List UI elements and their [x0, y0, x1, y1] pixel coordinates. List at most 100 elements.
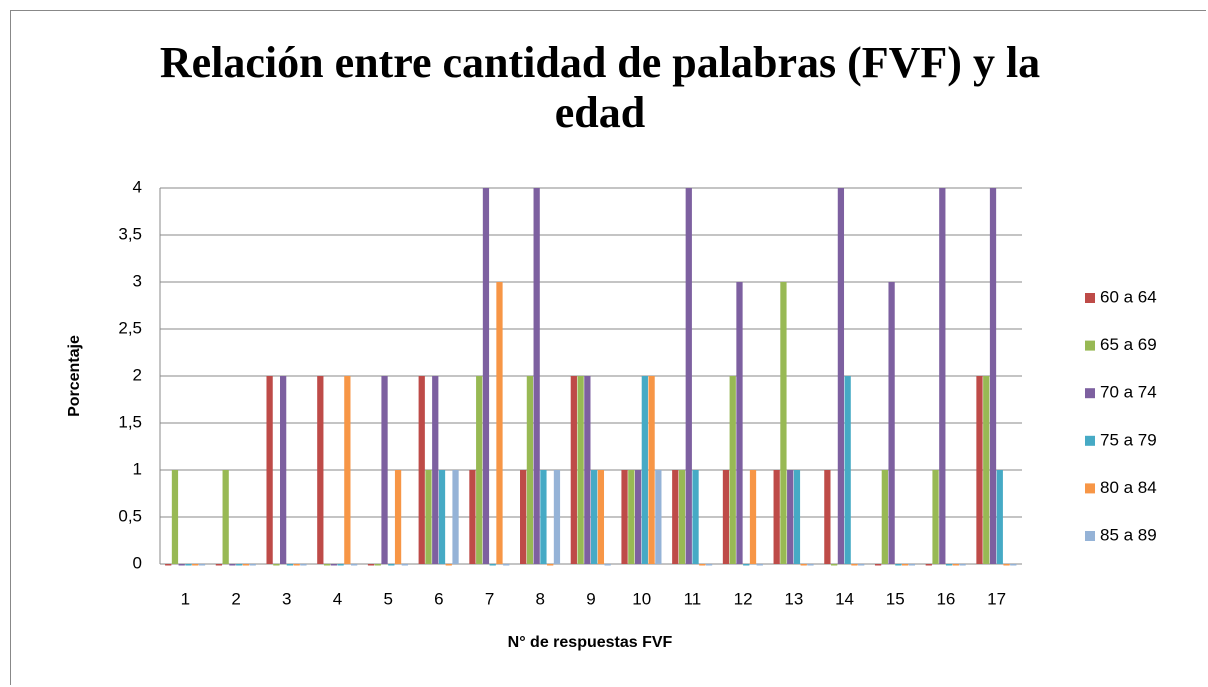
- bar: [171, 470, 179, 564]
- bar: [837, 188, 845, 564]
- bar: [526, 376, 534, 564]
- x-tick-label: 2: [231, 589, 240, 608]
- bar: [655, 470, 662, 564]
- x-tick-label: 3: [282, 589, 291, 608]
- bar: [178, 564, 185, 566]
- bar: [983, 376, 990, 564]
- x-tick-label: 4: [333, 589, 342, 608]
- bar: [621, 470, 628, 564]
- y-tick-label: 1: [133, 459, 142, 478]
- bar: [597, 470, 605, 564]
- bar: [729, 376, 736, 564]
- x-tick-label: 9: [586, 589, 595, 608]
- x-tick-label: 12: [734, 589, 753, 608]
- bar: [266, 376, 273, 564]
- bar: [222, 470, 229, 564]
- bar: [851, 564, 858, 566]
- bar: [844, 376, 851, 564]
- bar: [685, 188, 692, 564]
- bar: [807, 564, 814, 566]
- legend-swatch: [1085, 531, 1095, 541]
- x-tick-label: 7: [485, 589, 494, 608]
- bar: [641, 376, 648, 564]
- x-tick-label: 17: [987, 589, 1006, 608]
- bar: [831, 564, 838, 566]
- bar: [553, 470, 561, 564]
- bar: [678, 470, 686, 564]
- bar: [273, 564, 280, 566]
- bar: [165, 564, 172, 566]
- legend-swatch: [1085, 293, 1095, 303]
- y-tick-label: 2,5: [118, 318, 142, 337]
- legend-label: 85 a 89: [1100, 525, 1157, 544]
- bar: [229, 564, 236, 566]
- bar: [570, 376, 577, 564]
- bar: [344, 376, 351, 564]
- bar: [591, 470, 598, 564]
- bar: [634, 470, 642, 564]
- bar: [787, 470, 794, 564]
- bar: [533, 188, 540, 564]
- y-tick-label: 2: [133, 365, 142, 384]
- bar: [901, 564, 909, 566]
- bar: [976, 376, 983, 564]
- bar: [895, 564, 902, 566]
- y-tick-label: 3: [133, 271, 142, 290]
- bar: [215, 564, 223, 566]
- bar: [469, 470, 476, 564]
- bar: [198, 564, 206, 566]
- bar: [881, 470, 888, 564]
- bar: [722, 470, 730, 564]
- bar: [743, 564, 750, 566]
- y-tick-label: 0: [133, 553, 142, 572]
- bar: [939, 188, 946, 564]
- bar: [692, 470, 699, 564]
- x-tick-label: 14: [835, 589, 854, 608]
- bar: [330, 564, 337, 566]
- bar: [482, 188, 490, 564]
- x-tick-label: 13: [784, 589, 803, 608]
- legend-label: 70 a 74: [1100, 383, 1157, 402]
- bar: [236, 564, 243, 566]
- bar: [425, 470, 432, 564]
- x-tick-label: 6: [434, 589, 443, 608]
- bar: [367, 564, 375, 566]
- y-tick-label: 3,5: [118, 224, 142, 243]
- bar: [874, 564, 882, 566]
- legend-label: 65 a 69: [1100, 335, 1157, 354]
- bar: [381, 376, 388, 564]
- bar: [242, 564, 250, 566]
- bar: [584, 376, 591, 564]
- bar: [736, 282, 743, 564]
- chart-frame: [10, 10, 1206, 685]
- bar: [945, 564, 953, 566]
- bar: [547, 564, 554, 566]
- bar: [925, 564, 932, 566]
- x-tick-label: 8: [536, 589, 545, 608]
- bar: [489, 564, 496, 566]
- bar: [672, 470, 679, 564]
- bar: [337, 564, 344, 566]
- bar: [989, 188, 997, 564]
- bar: [323, 564, 331, 566]
- bar: [604, 564, 611, 566]
- bar: [438, 470, 446, 564]
- bar: [577, 376, 584, 564]
- bar: [1003, 564, 1010, 566]
- bar: [388, 564, 395, 566]
- x-tick-label: 15: [886, 589, 905, 608]
- bar: [418, 376, 425, 564]
- bar: [476, 376, 483, 564]
- bar: [932, 470, 939, 564]
- x-tick-label: 16: [936, 589, 955, 608]
- bar: [996, 470, 1003, 564]
- bar: [496, 282, 503, 564]
- bar: [350, 564, 358, 566]
- x-tick-label: 5: [383, 589, 392, 608]
- bar: [394, 470, 402, 564]
- bar: [452, 470, 459, 564]
- bar: [793, 470, 801, 564]
- y-axis-label: Porcentaje: [66, 335, 83, 417]
- bar: [773, 470, 780, 564]
